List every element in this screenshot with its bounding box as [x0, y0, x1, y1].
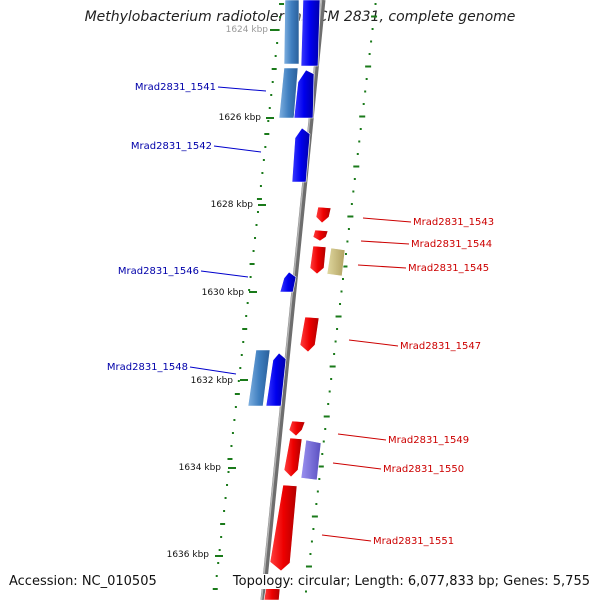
tick-1632: 1632 kbp — [191, 376, 248, 386]
gene-label[interactable]: Mrad2831_1544 — [411, 239, 492, 250]
accession-text: Accession: NC_010505 — [9, 574, 157, 589]
tick-1624: 1624 kbp — [226, 25, 278, 35]
gene-label[interactable]: Mrad2831_1546 — [118, 266, 199, 277]
tick-label: 1628 kbp — [211, 200, 254, 210]
gene-block[interactable] — [293, 69, 315, 119]
gene-block[interactable] — [288, 420, 306, 437]
tick-label: 1630 kbp — [202, 288, 245, 298]
right-labels: Mrad2831_1543 Mrad2831_1544 Mrad2831_154… — [321, 217, 494, 547]
reverse-genes — [263, 206, 346, 600]
tick-1636: 1636 kbp — [167, 550, 223, 560]
gene-label[interactable]: Mrad2831_1542 — [131, 141, 212, 152]
gene-block[interactable] — [291, 127, 311, 183]
tick-label: 1636 kbp — [167, 550, 210, 560]
left-labels: Mrad2831_1541 Mrad2831_1542 Mrad2831_154… — [107, 82, 267, 375]
tick-label: 1632 kbp — [191, 376, 234, 386]
gene-block[interactable] — [269, 484, 298, 572]
gene-label[interactable]: Mrad2831_1543 — [413, 217, 494, 228]
gene-block[interactable] — [279, 271, 297, 293]
gene-label[interactable]: Mrad2831_1550 — [383, 464, 464, 475]
gene-block[interactable] — [300, 439, 322, 481]
gene-block[interactable] — [263, 587, 281, 600]
gene-label[interactable]: Mrad2831_1541 — [135, 82, 216, 93]
tick-label: 1624 kbp — [226, 25, 269, 35]
gc-content-track — [212, 3, 378, 593]
gene-label[interactable]: Mrad2831_1551 — [373, 536, 454, 547]
gene-block[interactable] — [265, 352, 287, 407]
gene-block[interactable] — [299, 316, 320, 353]
gene-label[interactable]: Mrad2831_1545 — [408, 263, 489, 274]
map-title: Methylobacterium radiotolerans JCM 2831,… — [84, 9, 516, 25]
gene-block[interactable] — [283, 0, 300, 65]
tick-1630: 1630 kbp — [202, 288, 257, 298]
gene-block[interactable] — [247, 349, 271, 407]
gene-label[interactable]: Mrad2831_1548 — [107, 362, 188, 373]
forward-genes — [247, 0, 321, 407]
tick-1626: 1626 kbp — [219, 113, 274, 123]
tick-1634: 1634 kbp — [179, 463, 236, 473]
gene-block[interactable] — [315, 206, 332, 224]
tick-label: 1626 kbp — [219, 113, 262, 123]
gene-block[interactable] — [312, 229, 329, 242]
tick-label: 1634 kbp — [179, 463, 222, 473]
topology-text: Topology: circular; Length: 6,077,833 bp… — [232, 574, 590, 589]
gene-label[interactable]: Mrad2831_1549 — [388, 435, 469, 446]
gene-block[interactable] — [300, 0, 321, 67]
gene-label[interactable]: Mrad2831_1547 — [400, 341, 481, 352]
gene-block[interactable] — [326, 247, 346, 277]
gene-block[interactable] — [309, 245, 327, 275]
tick-1628: 1628 kbp — [211, 200, 266, 210]
gene-block[interactable] — [283, 437, 303, 478]
